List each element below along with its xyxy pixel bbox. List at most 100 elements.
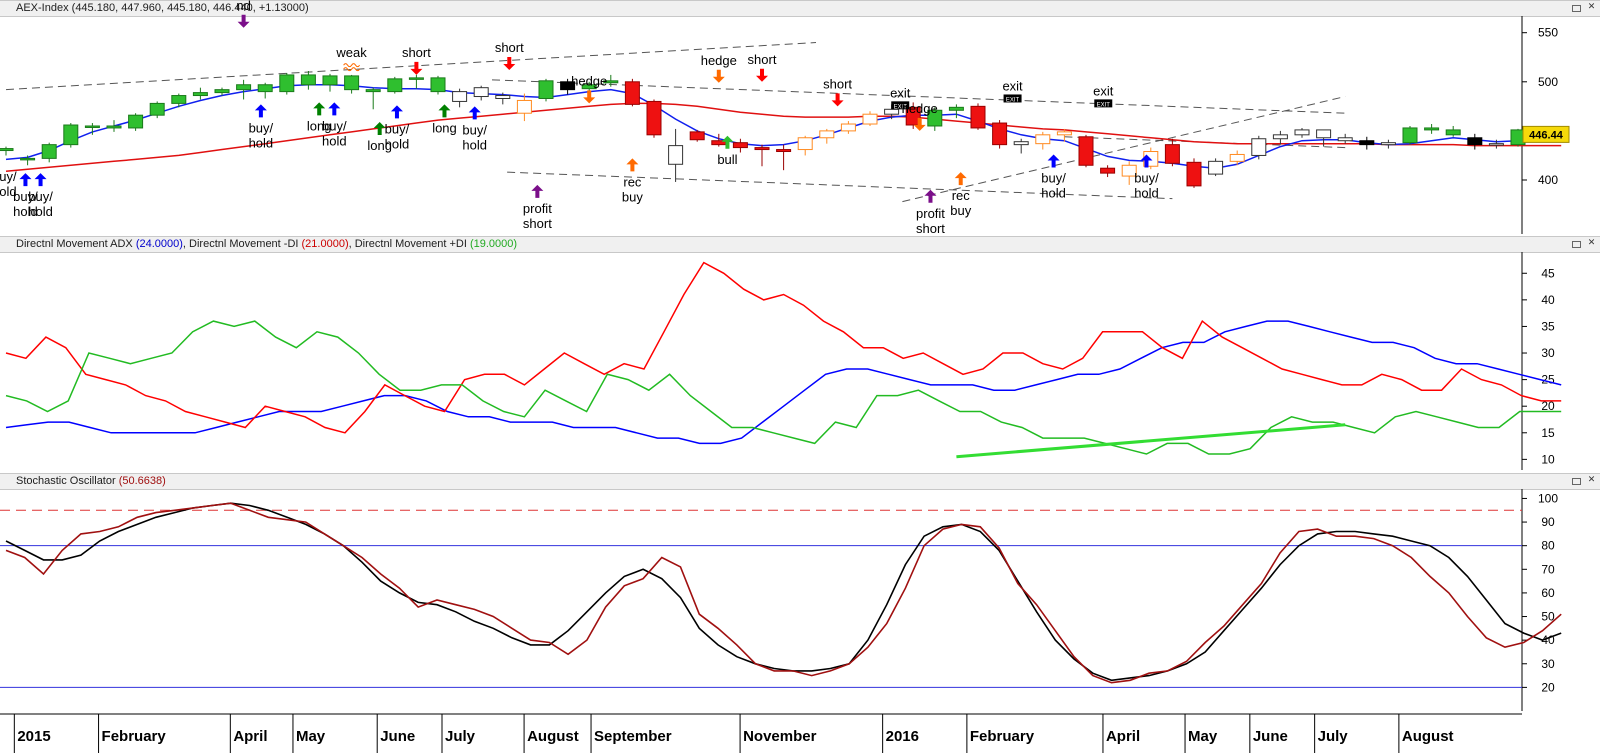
exit-badge-label: EXIT (1097, 102, 1111, 108)
x-tick-label: November (743, 728, 817, 745)
x-tick-label: February (102, 728, 167, 745)
candle-body (646, 100, 662, 136)
annotation-label: exit (1002, 78, 1023, 93)
arrow-up-icon (373, 122, 386, 136)
y-tick-label: 90 (1541, 515, 1555, 529)
annotation-label: short (523, 216, 552, 231)
candle-body (365, 89, 381, 93)
trendline (507, 171, 1173, 200)
candle-body (1013, 141, 1029, 146)
price-pane-header: AEX-Index (445.180, 447.960, 445.180, 44… (0, 0, 1600, 17)
candle-body (1121, 164, 1137, 177)
candle-body (473, 87, 489, 98)
y-tick-label: 25 (1541, 373, 1555, 387)
dmi-pane-title: Directnl Movement ADX (24.0000), Directn… (16, 238, 518, 250)
annotation-label: buy/ (322, 118, 347, 133)
x-tick-label: February (970, 728, 1035, 745)
annotation-label: hedge (571, 73, 607, 88)
candle-body (754, 147, 770, 151)
dmi-di-line (5, 261, 1562, 434)
dmi-adx-line (5, 320, 1562, 445)
annotation-label: buy/ (28, 189, 53, 204)
candle-body (624, 81, 640, 105)
candle-body (1337, 137, 1353, 142)
x-tick-label: April (233, 728, 267, 745)
y-tick-label: 70 (1541, 562, 1555, 576)
dmi-pane-header: Directnl Movement ADX (24.0000), Directn… (0, 236, 1600, 253)
candle-body (149, 102, 165, 116)
arrow-down-icon (913, 117, 926, 131)
arrow-up-icon (954, 172, 967, 186)
annotation-label: buy/ (1041, 170, 1066, 185)
y-tick-label: 30 (1541, 346, 1555, 360)
candle-body (797, 137, 813, 151)
annotation-label: exit (1093, 83, 1114, 98)
candle-body (819, 130, 835, 139)
x-tick-label: 2016 (886, 728, 919, 745)
candle-body (257, 84, 273, 93)
arrow-up-icon (328, 102, 341, 116)
candle-body (905, 106, 921, 126)
y-tick-label: 30 (1541, 657, 1555, 671)
annotation-label: bull (717, 152, 737, 167)
arrow-up-icon (313, 102, 326, 116)
arrow-up-icon (1047, 154, 1060, 168)
candle-body (1078, 136, 1094, 166)
annotation-label: hold (13, 204, 38, 219)
y-tick-label: 10 (1541, 452, 1555, 466)
trendline (5, 42, 817, 91)
y-tick-label: 35 (1541, 319, 1555, 333)
x-tick-label: April (1106, 728, 1140, 745)
annotation-label: hedge (902, 101, 938, 116)
arrow-up-icon (924, 189, 937, 203)
candle-body (279, 74, 295, 93)
dmi-di-line (5, 320, 1562, 455)
candle-body (1100, 167, 1116, 174)
candle-body (1186, 161, 1202, 187)
annotation-label: weak (335, 45, 367, 60)
x-tick-label: May (296, 728, 326, 745)
annotation-label: buy/ (1134, 170, 1159, 185)
annotation-label: hold (249, 135, 274, 150)
candle-body (862, 113, 878, 125)
candle-body (1164, 144, 1180, 164)
annotation-label: long (432, 120, 457, 135)
annotation-label: buy/ (249, 120, 274, 135)
candle-body (452, 91, 468, 102)
arrow-up-icon (721, 135, 734, 149)
annotation-label: buy/ (462, 122, 487, 137)
last-price-tag (1522, 125, 1570, 143)
candle-body (1380, 142, 1396, 146)
annotation-label: nd (236, 0, 250, 13)
candle-body (236, 84, 252, 91)
candle-body (408, 77, 424, 80)
y-tick-label: 80 (1541, 539, 1555, 553)
y-tick-label: 550 (1538, 26, 1558, 40)
annotation-label: hold (1041, 185, 1066, 200)
candle-body (668, 145, 684, 165)
annotation-label: exit (890, 85, 911, 100)
candle-body (1229, 153, 1245, 162)
y-tick-label: 50 (1541, 610, 1555, 624)
close-icon[interactable]: ✕ (1587, 475, 1596, 485)
annotation-label: long (367, 138, 392, 153)
candle-body (128, 114, 144, 129)
annotation-label: buy (622, 189, 643, 204)
annotation-label: hold (28, 204, 53, 219)
candle-body (63, 124, 79, 146)
candle-body (927, 109, 943, 127)
maximize-icon[interactable] (1572, 5, 1581, 12)
annotation-label: short (823, 76, 852, 91)
candle-body (0, 148, 14, 152)
candle-body (970, 105, 986, 129)
candle-body (840, 123, 856, 132)
candle-body (516, 99, 532, 114)
maximize-icon[interactable] (1572, 241, 1581, 248)
x-tick-label: July (1318, 728, 1349, 745)
close-icon[interactable]: ✕ (1587, 2, 1596, 12)
x-tick-label: August (527, 728, 579, 745)
candle-body (560, 81, 576, 91)
maximize-icon[interactable] (1572, 478, 1581, 485)
close-icon[interactable]: ✕ (1587, 238, 1596, 248)
